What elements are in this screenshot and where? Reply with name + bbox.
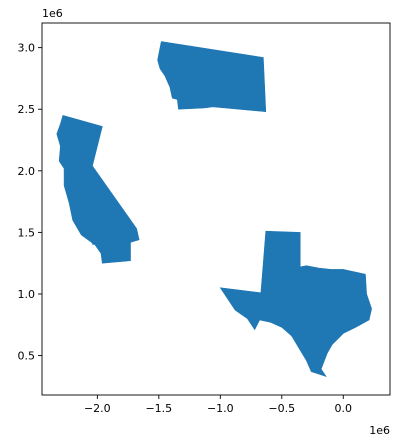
x-tick-label: −1.0: [207, 402, 234, 415]
shapes-layer: [56, 41, 372, 378]
y-tick-label: 2.0: [18, 165, 36, 178]
shape-channel-island-1: [84, 234, 91, 239]
axes-frame: [41, 22, 391, 396]
shape-california: [56, 115, 140, 264]
y-offset-label: 1e6: [42, 7, 63, 20]
x-tick-label: −2.0: [84, 402, 111, 415]
shape-texas: [219, 230, 372, 378]
y-tick-label: 2.5: [18, 103, 36, 116]
y-tick-label: 1.5: [18, 226, 36, 239]
shape-montana: [157, 41, 267, 113]
x-offset-label: 1e6: [369, 424, 390, 437]
y-tick-label: 0.5: [18, 350, 36, 363]
y-tick-label: 1.0: [18, 288, 36, 301]
x-tick-label: −1.5: [145, 402, 172, 415]
y-axis: 0.5 1.0 1.5 2.0 2.5 3.0: [18, 42, 42, 363]
x-tick-label: −0.5: [268, 402, 295, 415]
y-tick-label: 3.0: [18, 42, 36, 55]
shape-channel-island-2: [90, 240, 96, 246]
x-axis: −2.0 −1.5 −1.0 −0.5 0.0: [84, 395, 352, 415]
x-tick-label: 0.0: [335, 402, 353, 415]
